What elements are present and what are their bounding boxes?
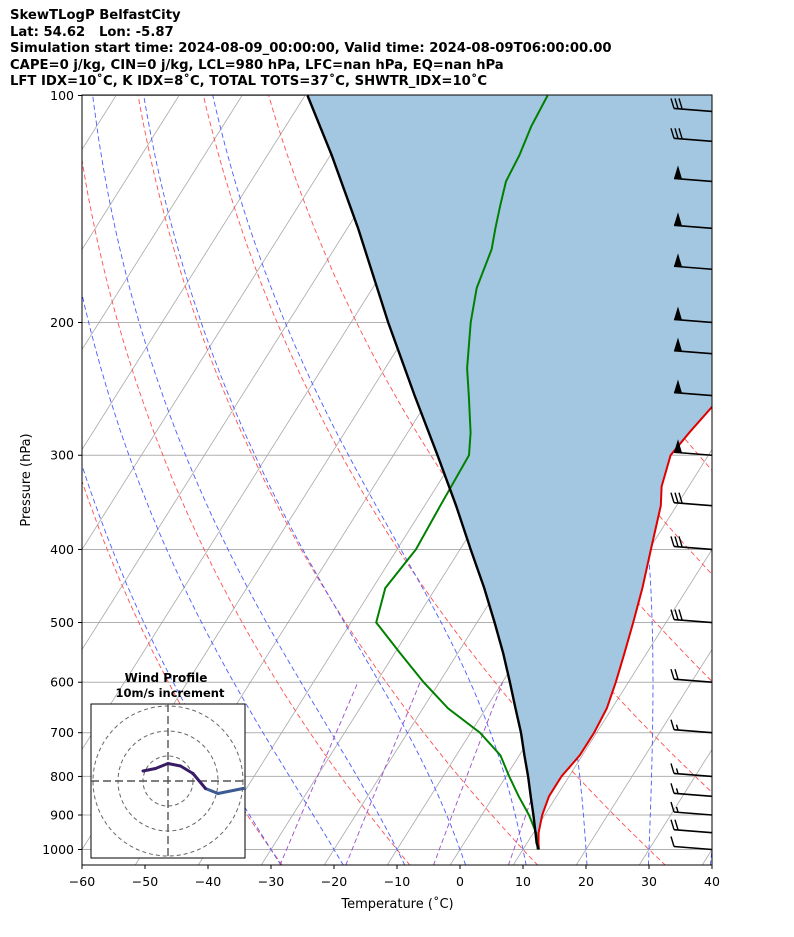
- wind-barb: [670, 719, 713, 734]
- inset-title: Wind Profile: [125, 671, 208, 685]
- moist-adiabat-line: [92, 95, 406, 865]
- moist-adiabat-line: [82, 292, 344, 865]
- x-tick-label: −50: [132, 874, 158, 889]
- y-tick-label: 600: [50, 675, 74, 690]
- moist-adiabat-line: [212, 95, 527, 865]
- isotherm-line: [0, 79, 1, 866]
- isotherm-line: [82, 95, 369, 551]
- hodograph-segment: [179, 764, 195, 775]
- hodograph-segment: [191, 772, 207, 790]
- dry-adiabat-line: [202, 95, 666, 865]
- isotherm-line: [82, 95, 180, 251]
- x-tick-label: −60: [69, 874, 95, 889]
- wind-barb: [670, 536, 713, 551]
- hodograph-segment: [154, 762, 170, 770]
- chart-header: SkewTLogP BelfastCity Lat: 54.62 Lon: -5…: [10, 8, 612, 91]
- y-tick-label: 1000: [42, 842, 74, 857]
- y-tick-label: 900: [50, 807, 74, 822]
- isotherm-line: [82, 95, 243, 351]
- isotherm-line: [512, 548, 712, 865]
- y-tick-label: 500: [50, 615, 74, 630]
- hodograph-segment: [216, 787, 245, 795]
- wind-barb: [670, 492, 713, 507]
- x-tick-label: 30: [641, 874, 657, 889]
- isotherm-line: [701, 848, 712, 865]
- isotherm-line: [82, 95, 306, 451]
- station-title: SkewTLogP BelfastCity: [10, 8, 181, 23]
- y-axis-title: Pressure (hPa): [19, 433, 34, 526]
- stability-indices-2: LFT IDX=10˚C, K IDX=8˚C, TOTAL TOTS=37˚C…: [10, 74, 488, 89]
- dry-adiabat-line: [714, 79, 794, 866]
- y-tick-label: 400: [50, 542, 74, 557]
- wind-barb: [670, 669, 713, 684]
- inset-subtitle: 10m/s increment: [116, 686, 225, 700]
- moist-adiabat-line: [709, 845, 712, 865]
- dry-adiabat-line: [778, 79, 794, 866]
- y-tick-label: 200: [50, 315, 74, 330]
- x-tick-label: 10: [515, 874, 531, 889]
- y-tick-label: 800: [50, 769, 74, 784]
- cin-shading: [307, 95, 712, 850]
- x-tick-label: −10: [384, 874, 410, 889]
- mixing-ratio-line: [279, 682, 359, 865]
- wind-barb: [673, 212, 713, 230]
- wind-barb: [670, 801, 713, 816]
- wind-barb: [673, 379, 713, 397]
- wind-barb: [673, 306, 713, 324]
- x-tick-label: −40: [195, 874, 221, 889]
- wind-barb: [673, 439, 713, 457]
- dry-adiabat-line: [137, 95, 539, 865]
- wind-barb: [670, 783, 713, 798]
- dry-adiabat-line: [82, 157, 411, 865]
- y-tick-label: 300: [50, 448, 74, 463]
- wind-barb: [670, 819, 713, 834]
- isotherm-line: [575, 648, 712, 865]
- wind-barb: [670, 609, 713, 624]
- hodograph-segment: [141, 767, 157, 773]
- x-tick-label: 40: [704, 874, 720, 889]
- x-tick-label: −30: [258, 874, 284, 889]
- y-tick-label: 100: [50, 88, 74, 103]
- parcel-line: [306, 95, 540, 850]
- hodograph-segment: [268, 784, 293, 787]
- wind-barb: [670, 128, 713, 143]
- wind-barb: [670, 98, 713, 113]
- x-tick-label: 20: [578, 874, 594, 889]
- mixing-ratio-line: [433, 682, 504, 865]
- wind-barb: [670, 836, 713, 851]
- x-tick-label: −20: [321, 874, 347, 889]
- x-axis-title: Temperature (˚C): [340, 896, 453, 912]
- hodograph-segment: [204, 787, 220, 795]
- hodograph-segment: [166, 762, 182, 768]
- simulation-time: Simulation start time: 2024-08-09_00:00:…: [10, 41, 612, 56]
- wind-barb: [673, 253, 713, 271]
- wind-barb: [673, 165, 713, 183]
- wind-barb: [670, 763, 713, 778]
- moist-adiabat-line: [143, 95, 467, 865]
- wind-barb: [673, 337, 713, 355]
- dewpoint-line: [375, 95, 549, 850]
- temperature-line: [537, 405, 712, 850]
- station-coordinates: Lat: 54.62 Lon: -5.87: [10, 24, 174, 40]
- stability-indices-1: CAPE=0 j/kg, CIN=0 j/kg, LCL=980 hPa, LF…: [10, 57, 504, 73]
- y-tick-label: 700: [50, 725, 74, 740]
- mixing-ratio-line: [345, 682, 421, 865]
- x-tick-label: 0: [456, 874, 464, 889]
